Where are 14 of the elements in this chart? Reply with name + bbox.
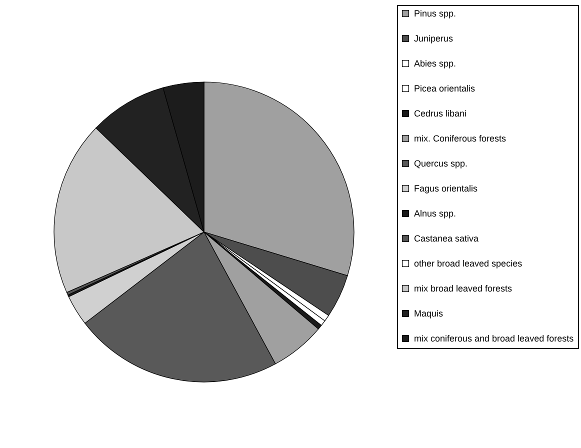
legend-label: Pinus spp.	[414, 8, 456, 18]
legend-label: Juniperus	[414, 34, 454, 44]
legend-label: Castanea sativa	[414, 234, 479, 244]
legend-label: Fagus orientalis	[414, 184, 478, 194]
legend-label: Abies spp.	[414, 58, 456, 68]
legend-label: Alnus spp.	[414, 208, 456, 218]
legend-label: mix coniferous and broad leaved forests	[414, 334, 574, 344]
legend-label: Quercus spp.	[414, 158, 468, 168]
legend-label: mix broad leaved forests	[414, 284, 513, 294]
legend-label: other broad leaved species	[414, 258, 523, 268]
legend-label: mix. Coniferous forests	[414, 134, 507, 144]
legend-label: Picea orientalis	[414, 84, 476, 94]
legend-label: Cedrus libani	[414, 108, 467, 118]
legend-label: Maquis	[414, 308, 444, 318]
